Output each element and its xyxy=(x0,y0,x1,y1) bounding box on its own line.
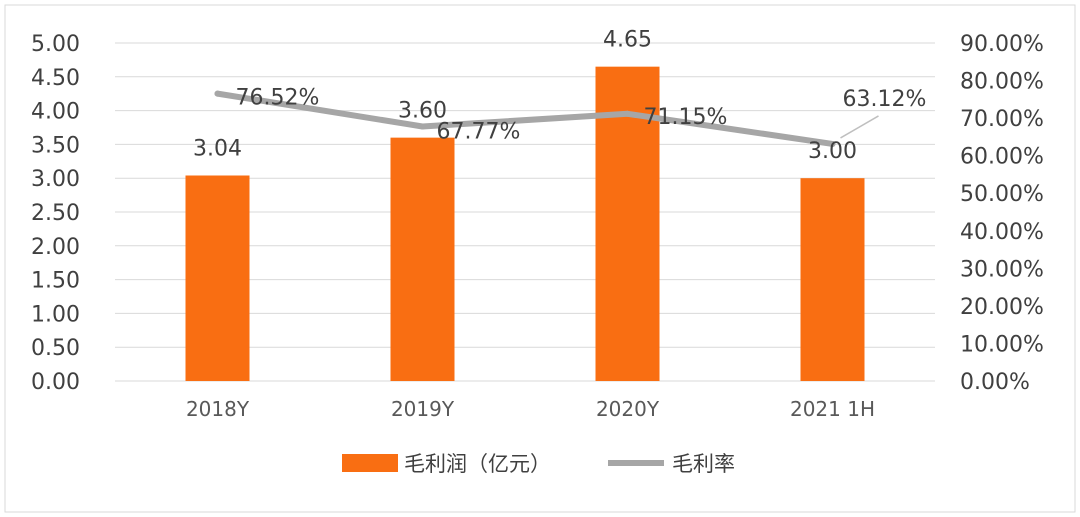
bar-value-label: 3.00 xyxy=(808,139,857,164)
line-value-label: 76.52% xyxy=(236,86,320,111)
right-tick-label: 0.00% xyxy=(960,370,1030,395)
left-tick-label: 4.00 xyxy=(31,100,80,125)
legend: 毛利润（亿元） 毛利率 xyxy=(342,452,735,476)
line-value-label: 67.77% xyxy=(437,119,521,144)
left-tick-label: 0.50 xyxy=(31,336,80,361)
right-tick-label: 70.00% xyxy=(960,107,1044,132)
bar xyxy=(390,137,455,381)
left-tick-label: 2.00 xyxy=(31,235,80,260)
line-value-label: 63.12% xyxy=(843,87,927,112)
left-tick-label: 1.00 xyxy=(31,302,80,327)
line-point xyxy=(829,140,836,147)
left-tick-label: 3.50 xyxy=(31,133,80,158)
right-axis-ticks: 0.00% 10.00% 20.00% 30.00% 40.00% 50.00% 60.00… xyxy=(960,32,1044,395)
right-tick-label: 50.00% xyxy=(960,182,1044,207)
legend-bar-swatch xyxy=(342,454,398,472)
data-labels: 3.04 3.60 4.65 3.00 76.52% 67.77% 71.15% 63.12% xyxy=(193,28,926,165)
bar xyxy=(800,178,865,381)
left-tick-label: 5.00 xyxy=(31,32,80,57)
left-tick-label: 3.00 xyxy=(31,167,80,192)
line-point xyxy=(214,90,221,97)
right-tick-label: 80.00% xyxy=(960,70,1044,95)
legend-line-label: 毛利率 xyxy=(672,452,735,476)
line-point xyxy=(419,123,426,130)
left-tick-label: 1.50 xyxy=(31,269,80,294)
bar xyxy=(185,175,250,381)
category-label: 2019Y xyxy=(391,397,455,421)
right-tick-label: 60.00% xyxy=(960,145,1044,170)
left-tick-label: 0.00 xyxy=(31,370,80,395)
line-value-label: 71.15% xyxy=(644,105,728,130)
label-leader-line xyxy=(840,115,879,139)
line-point xyxy=(624,110,631,117)
bar-series xyxy=(185,66,865,381)
grid-lines xyxy=(115,42,935,382)
right-tick-label: 20.00% xyxy=(960,295,1044,320)
chart-frame xyxy=(4,4,1076,513)
right-tick-label: 10.00% xyxy=(960,332,1044,357)
left-tick-label: 4.50 xyxy=(31,66,80,91)
left-axis-ticks: 0.00 0.50 1.00 1.50 2.00 2.50 3.00 3.50 4.00 4.50… xyxy=(31,32,80,395)
line-series xyxy=(214,90,836,147)
right-tick-label: 90.00% xyxy=(960,32,1044,57)
legend-bar-label: 毛利润（亿元） xyxy=(404,452,551,476)
right-tick-label: 40.00% xyxy=(960,220,1044,245)
bar-value-label: 3.04 xyxy=(193,136,242,161)
category-label: 2021 1H xyxy=(790,397,875,421)
category-labels: 2018Y 2019Y 2020Y 2021 1H xyxy=(186,397,875,421)
line-series-path xyxy=(214,90,836,147)
right-tick-label: 30.00% xyxy=(960,257,1044,282)
category-label: 2018Y xyxy=(186,397,250,421)
bar-value-label: 4.65 xyxy=(603,28,652,53)
bar-value-label: 3.60 xyxy=(398,99,447,124)
category-label: 2020Y xyxy=(596,397,660,421)
left-tick-label: 2.50 xyxy=(31,201,80,226)
